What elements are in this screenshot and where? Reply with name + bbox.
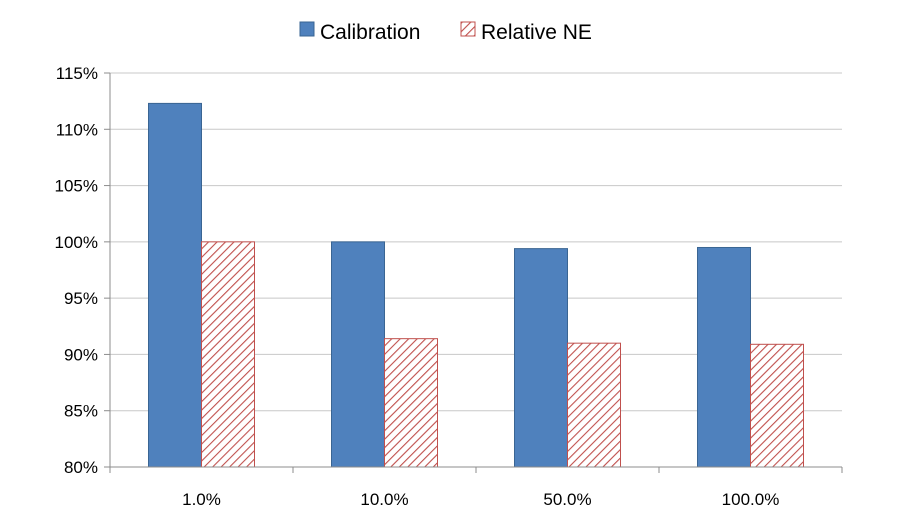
y-tick-label: 90% (64, 345, 98, 364)
legend: Calibration Relative NE (299, 21, 592, 44)
x-tick-label: 50.0% (543, 490, 591, 509)
y-tick-label: 100% (55, 233, 98, 252)
y-tick-label: 115% (56, 64, 98, 83)
y-tick-label: 110% (56, 120, 98, 139)
legend-label-relative-ne: Relative NE (481, 21, 592, 44)
x-tick-label: 10.0% (360, 490, 408, 509)
bar-relative-ne (750, 343, 804, 468)
x-axis-tick-labels: 1.0% 10.0% 50.0% 100.0% (182, 490, 779, 509)
y-tick-label: 105% (55, 177, 98, 196)
bar-calibration (697, 246, 751, 468)
bar-calibration (331, 241, 385, 468)
y-tick-label: 80% (64, 458, 98, 477)
bar-calibration (148, 102, 202, 468)
bars (148, 102, 804, 468)
x-tick-label: 1.0% (182, 490, 221, 509)
legend-label-calibration: Calibration (320, 21, 420, 44)
bar-calibration (514, 248, 568, 468)
legend-swatch-calibration (299, 21, 315, 37)
bar-relative-ne (201, 241, 255, 468)
legend-swatch-relative-ne (460, 21, 476, 37)
x-tick-label: 100.0% (722, 490, 780, 509)
bar-relative-ne (567, 342, 621, 468)
y-axis-tick-labels: 80% 85% 90% 95% 100% 105% 110% 115% (55, 64, 98, 477)
bar-relative-ne (384, 338, 438, 468)
axes (109, 73, 843, 473)
y-tick-label: 95% (64, 289, 98, 308)
y-tick-label: 85% (64, 402, 98, 421)
